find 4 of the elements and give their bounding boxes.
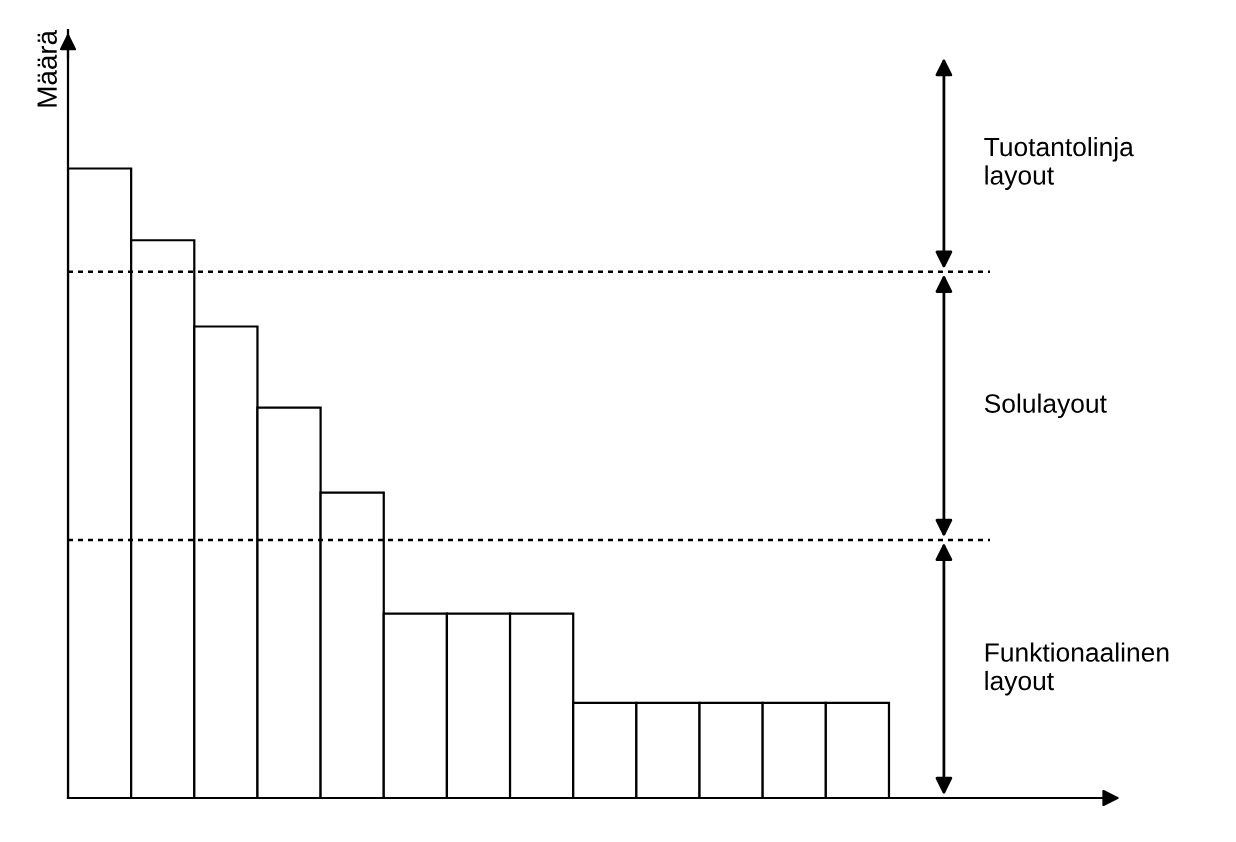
text: Funktionaalinen layout xyxy=(985,642,1169,696)
y-axis-title: Määrä xyxy=(37,29,57,107)
text: Solulayout xyxy=(984,393,1107,419)
text: Tuotantolinja layout xyxy=(984,136,1134,190)
